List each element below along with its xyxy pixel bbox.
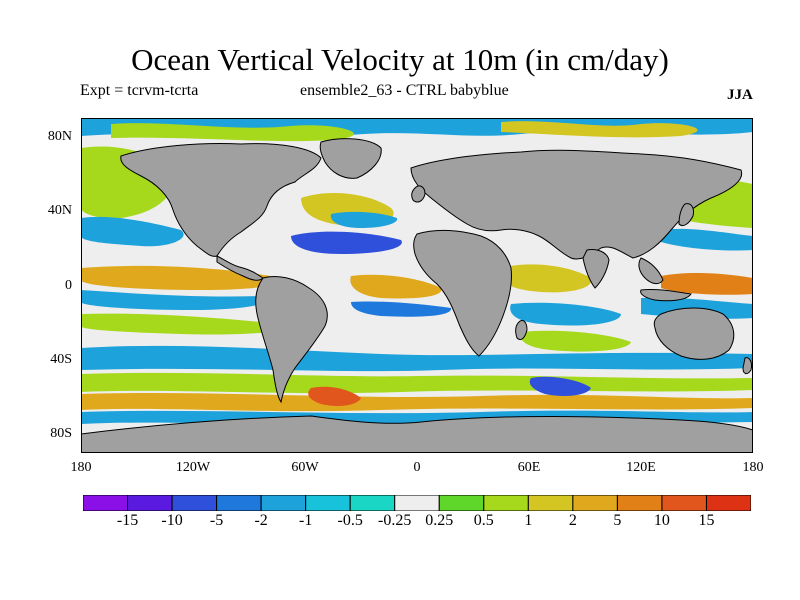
indonesia [640, 289, 692, 302]
ocean-patch [501, 121, 698, 138]
chart-title: Ocean Vertical Velocity at 10m (in cm/da… [131, 42, 669, 77]
lon-tick-label: 180 [742, 460, 764, 475]
ocean-patch [661, 228, 753, 251]
colorbar-swatch [572, 495, 618, 511]
ocean-patch [81, 216, 184, 247]
india [582, 249, 610, 289]
lat-tick-label: 40N [47, 203, 72, 219]
world-map [81, 118, 753, 453]
colorbar-swatch [260, 495, 307, 511]
greenland [319, 138, 382, 179]
ocean-patch [308, 386, 361, 406]
madagascar [515, 319, 528, 341]
colorbar-tick-label: 10 [653, 512, 670, 529]
season-label: JJA [727, 87, 753, 103]
southeast-asia [638, 257, 664, 285]
colorbar-swatch [83, 495, 129, 511]
colorbar-swatch [349, 495, 396, 511]
colorbar-tick-label: 0.5 [473, 512, 494, 529]
lon-tick-label: 60E [517, 460, 541, 475]
colorbar-swatch [438, 495, 485, 511]
ocean-patch [81, 290, 268, 310]
colorbar-swatch [527, 495, 574, 511]
antarctica [81, 415, 753, 453]
lat-tick-label: 0 [65, 277, 72, 293]
ocean-patch [111, 123, 354, 142]
colorbar-tick-label: -0.5 [337, 512, 363, 529]
lat-tick-label: 80S [50, 426, 72, 442]
new-zealand [742, 357, 752, 375]
ocean-patch [350, 274, 442, 299]
colorbar-tick-label: 2 [568, 512, 577, 529]
experiment-label: Expt = tcrvm-tcrta [80, 82, 199, 99]
colorbar-swatch [171, 495, 218, 511]
ensemble-label: ensemble2_63 - CTRL babyblue [300, 82, 509, 99]
colorbar-tick-label: -0.25 [378, 512, 412, 529]
colorbar-tick-label: 15 [698, 512, 715, 529]
lon-tick-label: 120E [626, 460, 656, 475]
colorbar-tick-label: -5 [209, 512, 224, 529]
ocean-patch [81, 393, 753, 412]
colorbar-swatch [661, 495, 707, 511]
lon-tick-label: 120W [175, 460, 211, 475]
ocean-patch [81, 313, 283, 335]
south-america [255, 275, 328, 404]
colorbar-tick-label: 1 [524, 512, 533, 529]
colorbar-swatch [616, 495, 663, 511]
ocean-patch [520, 330, 631, 352]
lon-tick-label: 180 [70, 460, 92, 475]
ocean-patch [330, 211, 398, 228]
north-america [120, 143, 322, 257]
ocean-patch [291, 231, 402, 254]
ocean-patch [351, 301, 452, 317]
colorbar-tick-label: -1 [298, 512, 313, 529]
colorbar-swatch [394, 495, 440, 511]
colorbar-tick-label: 0.25 [425, 512, 454, 529]
ocean-patch [81, 265, 283, 290]
colorbar-swatch [216, 495, 262, 511]
colorbar-swatch [483, 495, 529, 511]
japan [678, 203, 694, 227]
africa [413, 229, 512, 357]
ocean-patch [510, 302, 621, 326]
ocean-patch [661, 272, 753, 295]
lon-tick-label: 0 [413, 460, 421, 475]
colorbar-tick-label: -10 [161, 512, 183, 529]
colorbar [83, 495, 751, 511]
eurasia [410, 149, 743, 260]
ocean-patch [81, 345, 753, 372]
ocean-patch [499, 264, 592, 293]
colorbar-tick-label: 5 [613, 512, 622, 529]
lon-tick-label: 60W [291, 460, 319, 475]
colorbar-tick-label: -15 [116, 512, 139, 529]
uk [411, 185, 426, 203]
lat-tick-label: 80N [47, 128, 72, 144]
colorbar-tick-label: -2 [254, 512, 268, 529]
australia [653, 307, 735, 360]
land-masses [81, 138, 753, 453]
lat-tick-label: 40S [50, 351, 72, 367]
map-frame [81, 118, 753, 453]
colorbar-swatch [127, 495, 173, 511]
colorbar-swatch [305, 495, 351, 511]
colorbar-swatch [705, 495, 751, 511]
ocean-patch [529, 376, 591, 396]
